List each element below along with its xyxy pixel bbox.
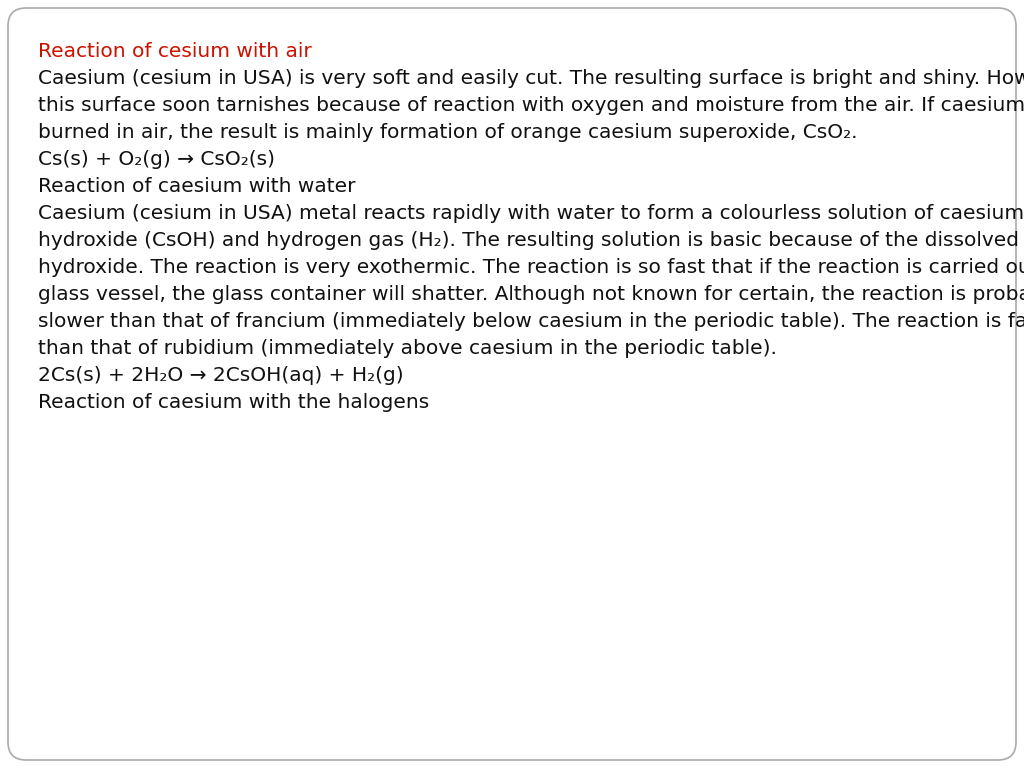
Text: than that of rubidium (immediately above caesium in the periodic table).: than that of rubidium (immediately above… — [38, 339, 777, 358]
Text: this surface soon tarnishes because of reaction with oxygen and moisture from th: this surface soon tarnishes because of r… — [38, 96, 1024, 115]
Text: hydroxide (CsOH) and hydrogen gas (H₂). The resulting solution is basic because : hydroxide (CsOH) and hydrogen gas (H₂). … — [38, 231, 1019, 250]
Text: Cs(s) + O₂(g) → CsO₂(s): Cs(s) + O₂(g) → CsO₂(s) — [38, 150, 275, 169]
Text: Reaction of cesium with air: Reaction of cesium with air — [38, 42, 311, 61]
Text: burned in air, the result is mainly formation of orange caesium superoxide, CsO₂: burned in air, the result is mainly form… — [38, 123, 857, 142]
Text: glass vessel, the glass container will shatter. Although not known for certain, : glass vessel, the glass container will s… — [38, 285, 1024, 304]
Text: Reaction of caesium with water: Reaction of caesium with water — [38, 177, 355, 196]
Text: Reaction of caesium with the halogens: Reaction of caesium with the halogens — [38, 393, 429, 412]
Text: slower than that of francium (immediately below caesium in the periodic table). : slower than that of francium (immediatel… — [38, 312, 1024, 331]
Text: hydroxide. The reaction is very exothermic. The reaction is so fast that if the : hydroxide. The reaction is very exotherm… — [38, 258, 1024, 277]
Text: Caesium (cesium in USA) is very soft and easily cut. The resulting surface is br: Caesium (cesium in USA) is very soft and… — [38, 69, 1024, 88]
FancyBboxPatch shape — [8, 8, 1016, 760]
Text: 2Cs(s) + 2H₂O → 2CsOH(aq) + H₂(g): 2Cs(s) + 2H₂O → 2CsOH(aq) + H₂(g) — [38, 366, 403, 385]
Text: Caesium (cesium in USA) metal reacts rapidly with water to form a colourless sol: Caesium (cesium in USA) metal reacts rap… — [38, 204, 1024, 223]
